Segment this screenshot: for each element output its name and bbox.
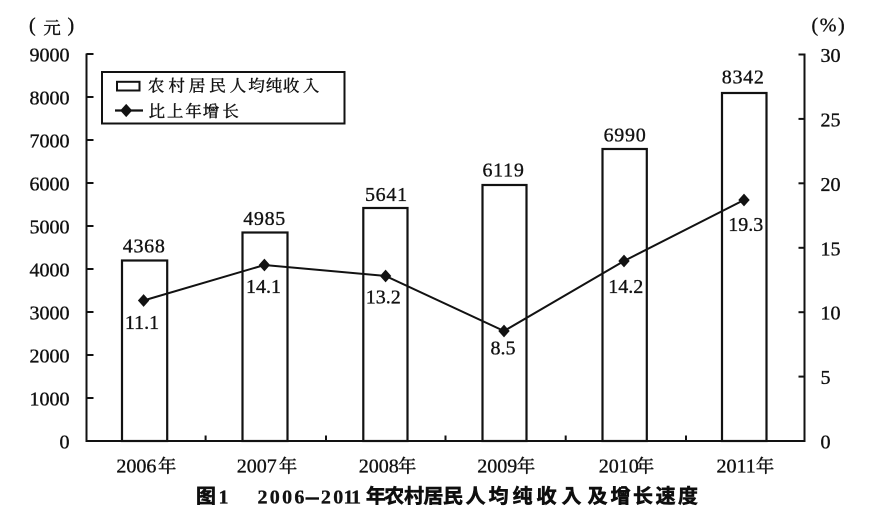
svg-text:19.3: 19.3 [728, 214, 763, 236]
svg-text:2009: 2009 [477, 456, 517, 478]
svg-text:2000: 2000 [30, 346, 70, 368]
svg-text:3000: 3000 [30, 303, 70, 325]
svg-text:6990: 6990 [604, 125, 647, 147]
svg-text:8000: 8000 [30, 88, 70, 110]
svg-text:1000: 1000 [30, 389, 70, 411]
svg-text:2011: 2011 [717, 456, 756, 478]
svg-text:9000: 9000 [30, 45, 70, 67]
svg-text:5641: 5641 [365, 184, 408, 206]
svg-text:14.1: 14.1 [246, 276, 281, 298]
svg-text:6000: 6000 [30, 174, 70, 196]
svg-text:6119: 6119 [482, 160, 524, 182]
svg-text:30: 30 [821, 45, 841, 67]
svg-text:1: 1 [344, 487, 354, 509]
svg-text:2010: 2010 [599, 456, 639, 478]
svg-text:5: 5 [821, 367, 831, 389]
svg-text:11.1: 11.1 [125, 312, 159, 334]
svg-text:8342: 8342 [722, 67, 765, 89]
svg-text:0: 0 [821, 432, 831, 454]
svg-text:7000: 7000 [30, 131, 70, 153]
svg-text:1: 1 [219, 487, 229, 509]
svg-text:1: 1 [351, 487, 361, 509]
svg-text:): ) [68, 15, 75, 37]
svg-text:4368: 4368 [123, 235, 166, 257]
svg-text:0: 0 [60, 432, 70, 454]
svg-text:2006: 2006 [116, 456, 156, 478]
svg-text:2: 2 [321, 487, 331, 509]
svg-text:13.2: 13.2 [366, 287, 401, 309]
svg-text:2006: 2006 [258, 487, 307, 509]
svg-text:25: 25 [821, 109, 841, 131]
svg-text:2008: 2008 [359, 456, 399, 478]
svg-text:0: 0 [333, 487, 343, 509]
svg-text:8.5: 8.5 [491, 338, 516, 360]
svg-text:20: 20 [821, 174, 841, 196]
svg-text:(: ( [29, 15, 36, 37]
svg-text:5000: 5000 [30, 217, 70, 239]
svg-text:15: 15 [821, 238, 841, 260]
svg-text:10: 10 [821, 303, 841, 325]
svg-text:(%): (%) [812, 15, 847, 37]
svg-text:4000: 4000 [30, 260, 70, 282]
svg-text:4985: 4985 [243, 208, 286, 230]
svg-text:14.2: 14.2 [608, 276, 643, 298]
svg-text:2007: 2007 [237, 456, 277, 478]
